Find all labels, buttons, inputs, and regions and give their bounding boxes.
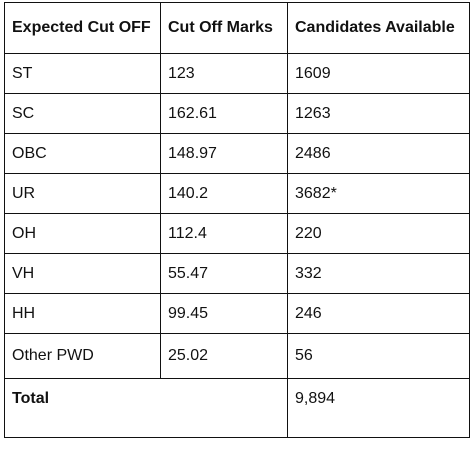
total-label: Total xyxy=(4,378,288,438)
table-row: VH 55.47 332 xyxy=(4,253,470,294)
marks-cell: 148.97 xyxy=(160,133,288,174)
table-row: UR 140.2 3682* xyxy=(4,173,470,214)
header-cut-off-marks: Cut Off Marks xyxy=(160,2,288,54)
table-row: OBC 148.97 2486 xyxy=(4,133,470,174)
category-cell: SC xyxy=(4,93,161,134)
category-cell: OH xyxy=(4,213,161,254)
table-row: ST 123 1609 xyxy=(4,53,470,94)
cutoff-table: Expected Cut OFF Cut Off Marks Candidate… xyxy=(4,2,470,438)
candidates-cell: 1609 xyxy=(287,53,470,94)
marks-cell: 162.61 xyxy=(160,93,288,134)
candidates-cell: 56 xyxy=(287,333,470,379)
table-row: HH 99.45 246 xyxy=(4,293,470,334)
total-value: 9,894 xyxy=(287,378,470,438)
category-cell: ST xyxy=(4,53,161,94)
category-cell: UR xyxy=(4,173,161,214)
marks-cell: 99.45 xyxy=(160,293,288,334)
table-row: Other PWD 25.02 56 xyxy=(4,333,470,379)
category-cell: HH xyxy=(4,293,161,334)
candidates-cell: 1263 xyxy=(287,93,470,134)
category-cell: OBC xyxy=(4,133,161,174)
header-row: Expected Cut OFF Cut Off Marks Candidate… xyxy=(4,2,470,54)
marks-cell: 112.4 xyxy=(160,213,288,254)
table-header: Expected Cut OFF Cut Off Marks Candidate… xyxy=(4,2,470,54)
header-candidates-available: Candidates Available xyxy=(287,2,470,54)
marks-cell: 55.47 xyxy=(160,253,288,294)
candidates-cell: 246 xyxy=(287,293,470,334)
marks-cell: 25.02 xyxy=(160,333,288,379)
category-cell: Other PWD xyxy=(4,333,161,379)
table-row: SC 162.61 1263 xyxy=(4,93,470,134)
total-row: Total 9,894 xyxy=(4,378,470,438)
header-expected-cut-off: Expected Cut OFF xyxy=(4,2,161,54)
table-row: OH 112.4 220 xyxy=(4,213,470,254)
table-body: ST 123 1609 SC 162.61 1263 OBC 148.97 24… xyxy=(4,53,470,379)
candidates-cell: 332 xyxy=(287,253,470,294)
marks-cell: 140.2 xyxy=(160,173,288,214)
table-footer: Total 9,894 xyxy=(4,378,470,438)
marks-cell: 123 xyxy=(160,53,288,94)
category-cell: VH xyxy=(4,253,161,294)
candidates-cell: 3682* xyxy=(287,173,470,214)
candidates-cell: 220 xyxy=(287,213,470,254)
candidates-cell: 2486 xyxy=(287,133,470,174)
